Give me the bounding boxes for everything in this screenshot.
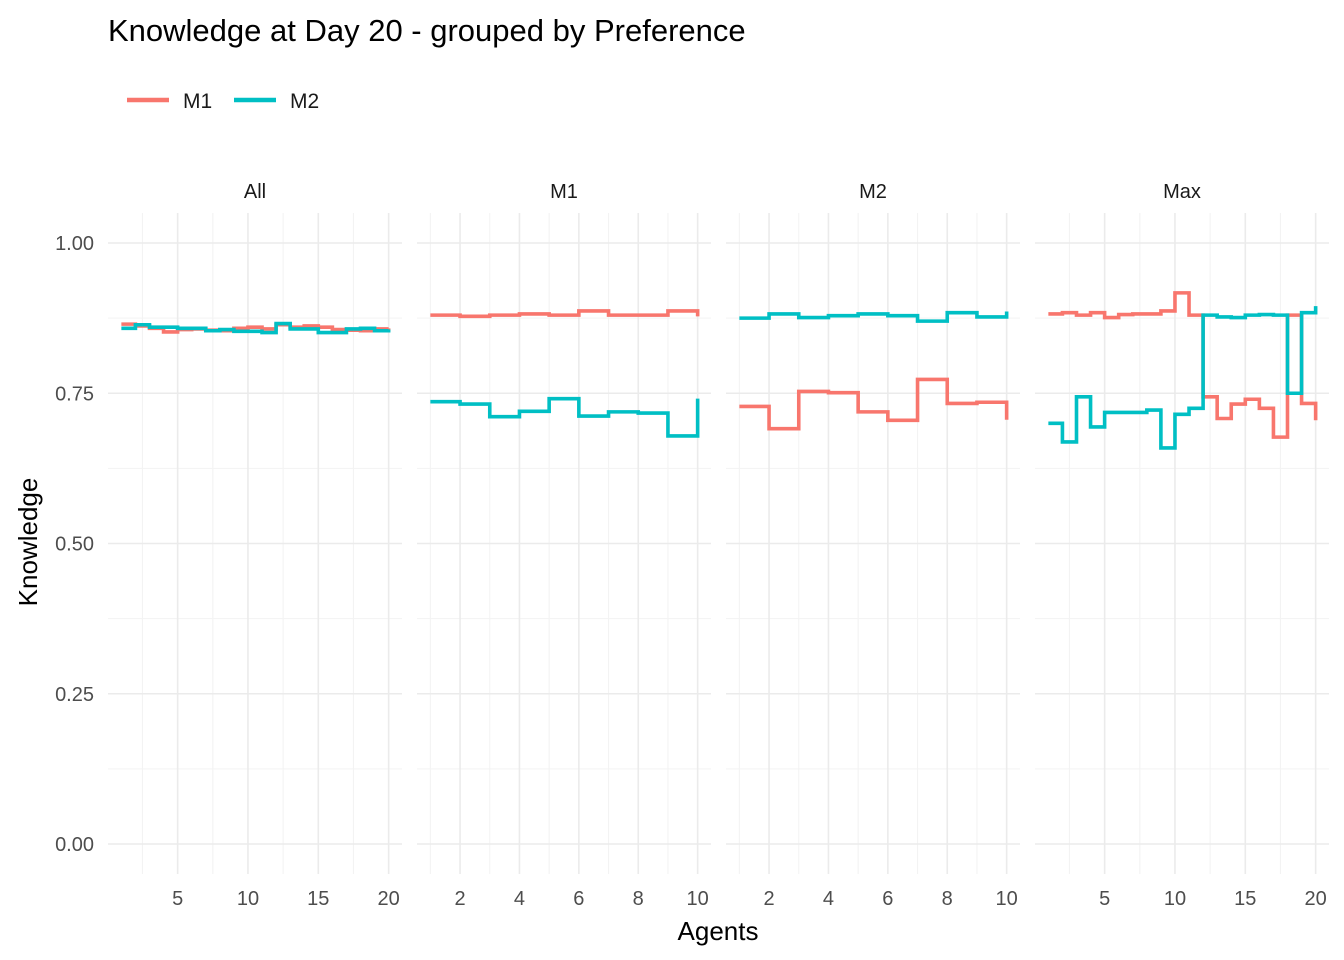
series-line-m1 xyxy=(1048,291,1318,439)
facet-max: Max 5 10 15 20 xyxy=(1035,181,1329,910)
series-line-m2 xyxy=(121,321,391,335)
x-tick-label: 8 xyxy=(633,888,644,910)
x-axis-title: Agents xyxy=(678,916,759,946)
legend-label-m1: M1 xyxy=(183,90,212,113)
facet-all: All 5 10 15 20 xyxy=(108,181,402,910)
x-tick-label: 20 xyxy=(378,888,400,910)
x-tick-label: 6 xyxy=(882,888,893,910)
y-tick-label: 0.25 xyxy=(55,684,94,706)
x-tick-label: 10 xyxy=(996,888,1018,910)
x-tick-label: 15 xyxy=(1234,888,1256,910)
x-tick-label: 10 xyxy=(1164,888,1186,910)
x-tick-label: 2 xyxy=(763,888,774,910)
facet-strip-label: M2 xyxy=(859,181,887,203)
x-tick-label: 5 xyxy=(1099,888,1110,910)
y-axis-title: Knowledge xyxy=(13,478,43,607)
series-line-m1 xyxy=(430,309,700,319)
y-tick-label: 1.00 xyxy=(55,233,94,255)
series-line-m2 xyxy=(1048,306,1318,450)
x-tick-label: 6 xyxy=(573,888,584,910)
x-tick-label: 15 xyxy=(307,888,329,910)
x-tick-label: 4 xyxy=(823,888,834,910)
x-tick-label: 5 xyxy=(172,888,183,910)
facet-strip-label: Max xyxy=(1163,181,1201,203)
legend: M1 M2 xyxy=(127,90,319,113)
legend-label-m2: M2 xyxy=(290,90,319,113)
x-tick-label: 20 xyxy=(1305,888,1327,910)
x-tick-label: 10 xyxy=(237,888,259,910)
facet-strip-label: M1 xyxy=(550,181,578,203)
x-tick-label: 8 xyxy=(942,888,953,910)
series-line-m2 xyxy=(739,310,1009,323)
facets: All 5 10 15 20 M1 2 4 6 8 10 M2 2 4 6 8 10 Max 5 10 15 20 0.00… xyxy=(55,181,1329,910)
y-tick-label: 0.50 xyxy=(55,534,94,556)
x-tick-label: 4 xyxy=(514,888,525,910)
series-line-m1 xyxy=(739,377,1009,431)
chart-title: Knowledge at Day 20 - grouped by Prefere… xyxy=(108,13,746,48)
facet-m1: M1 2 4 6 8 10 xyxy=(417,181,711,910)
x-tick-label: 10 xyxy=(687,888,709,910)
y-tick-label: 0.75 xyxy=(55,383,94,405)
y-tick-label: 0.00 xyxy=(55,834,94,856)
facet-m2: M2 2 4 6 8 10 xyxy=(726,181,1020,910)
series-line-m2 xyxy=(430,396,700,438)
facet-strip-label: All xyxy=(244,181,266,203)
x-tick-label: 2 xyxy=(454,888,465,910)
